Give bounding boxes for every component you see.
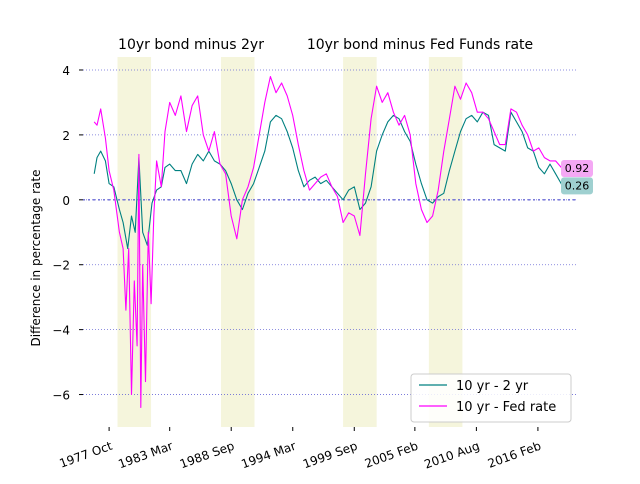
- end-value-label: 0.26: [565, 179, 590, 192]
- shaded-period-4: [428, 57, 463, 427]
- end-label-box-1: [561, 159, 593, 177]
- x-tick-label: 2005 Feb: [363, 439, 420, 471]
- y-tick-label: −4: [52, 324, 70, 338]
- x-tick-label: 1999 Sep: [301, 439, 359, 472]
- y-tick-label: 2: [62, 129, 70, 143]
- shaded-period-2: [220, 57, 255, 427]
- x-axis-ticks: 1977 Oct 1983 Mar 1988 Sep 1994 Mar 1999 Sep…: [58, 427, 543, 472]
- grid-lines: [83, 69, 578, 395]
- chart-title-left: 10yr bond minus 2yr: [118, 37, 264, 53]
- legend-label-series-2: 10 yr - Fed rate: [456, 400, 556, 415]
- x-tick-label: 1994 Mar: [239, 439, 297, 472]
- y-tick-label: 4: [62, 64, 70, 78]
- chart-title-right: 10yr bond minus Fed Funds rate: [307, 37, 533, 53]
- y-tick-label: 0: [62, 194, 70, 208]
- x-tick-label: 2016 Feb: [486, 439, 543, 471]
- y-axis-label: Difference in percentage rate: [29, 170, 43, 347]
- x-tick-label: 1977 Oct: [58, 439, 115, 471]
- legend-box: [410, 373, 572, 423]
- series-line-2: [93, 75, 565, 409]
- legend: 10 yr - 2 yr 10 yr - Fed rate: [410, 373, 572, 423]
- shaded-periods: [117, 57, 463, 427]
- end-label-box-2: [561, 177, 593, 195]
- x-tick-label: 2010 Aug: [422, 439, 481, 472]
- y-tick-label: −6: [52, 389, 70, 403]
- end-value-labels: 0.92 0.26: [561, 159, 593, 195]
- legend-label-series-1: 10 yr - 2 yr: [456, 379, 529, 394]
- y-tick-label: −2: [52, 259, 70, 273]
- x-tick-label: 1983 Mar: [116, 439, 174, 472]
- x-tick-label: 1988 Sep: [178, 439, 236, 472]
- end-value-label: 0.92: [565, 162, 590, 175]
- y-axis-ticks: 4 2 0 −2 −4 −6: [52, 64, 83, 403]
- series-lines: [93, 75, 565, 409]
